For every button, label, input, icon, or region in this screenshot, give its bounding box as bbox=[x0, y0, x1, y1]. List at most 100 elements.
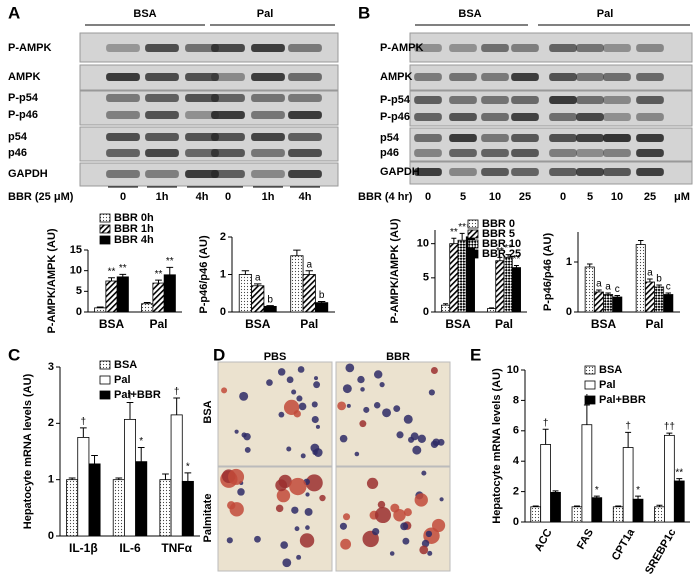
bar bbox=[263, 305, 277, 313]
error-bar bbox=[583, 404, 590, 425]
lipid-droplet bbox=[340, 538, 352, 550]
annotation: * bbox=[186, 462, 190, 473]
error-bar bbox=[489, 307, 495, 309]
blot-band bbox=[414, 149, 442, 157]
blot-band bbox=[449, 73, 477, 81]
nucleus bbox=[311, 401, 318, 408]
legend-label: BBR 25 bbox=[482, 248, 521, 260]
bar bbox=[66, 479, 79, 537]
nucleus bbox=[346, 403, 351, 408]
lipid-droplet bbox=[342, 513, 351, 521]
nucleus bbox=[266, 379, 273, 386]
bar bbox=[622, 447, 634, 523]
error-bar bbox=[542, 428, 549, 445]
legend-label: Pal bbox=[599, 379, 616, 391]
nucleus bbox=[421, 539, 430, 548]
bar bbox=[654, 286, 665, 313]
panel-label: B bbox=[358, 3, 370, 22]
bar bbox=[116, 276, 129, 313]
y-tick-label: 0 bbox=[76, 306, 82, 318]
blot-band bbox=[414, 44, 442, 52]
annotation: * bbox=[595, 485, 599, 496]
lipid-droplet bbox=[374, 506, 392, 524]
nucleus bbox=[244, 446, 251, 453]
nucleus bbox=[342, 384, 352, 394]
x-tick-label: FAS bbox=[575, 527, 596, 552]
nucleus bbox=[296, 554, 302, 560]
nucleus bbox=[402, 537, 410, 545]
y-tick-label: 0 bbox=[423, 306, 429, 318]
nucleus bbox=[393, 405, 401, 413]
error-bar bbox=[586, 263, 593, 267]
blot-band bbox=[576, 149, 604, 157]
annotation: † bbox=[174, 387, 180, 398]
nucleus bbox=[363, 406, 370, 413]
bar bbox=[495, 260, 505, 313]
y-tick-label: 5 bbox=[423, 272, 429, 284]
y-axis-label: P-p46/p46 (AU) bbox=[198, 235, 210, 314]
lane-label: 0 bbox=[120, 191, 126, 203]
blot-row-label: AMPK bbox=[380, 71, 412, 83]
blot-band bbox=[481, 134, 509, 142]
blot-band bbox=[288, 94, 322, 102]
y-tick-label: 3 bbox=[48, 361, 54, 373]
blot-band bbox=[603, 134, 631, 142]
panel-label: A bbox=[8, 3, 20, 22]
blot-band bbox=[288, 149, 322, 157]
lane-label: 4h bbox=[196, 191, 209, 203]
blot-group: BSA bbox=[458, 8, 481, 20]
lipid-droplet bbox=[366, 477, 379, 490]
lipid-droplet bbox=[431, 518, 446, 533]
error-bar bbox=[126, 401, 134, 420]
blot-band bbox=[145, 73, 179, 81]
blot-band bbox=[549, 44, 577, 52]
x-tick-label: BSA bbox=[591, 317, 617, 331]
error-bar bbox=[241, 270, 250, 275]
nucleus bbox=[297, 366, 305, 373]
blot-band bbox=[251, 44, 285, 52]
blot-band bbox=[414, 73, 442, 81]
blot-band bbox=[576, 113, 604, 121]
error-bar bbox=[665, 292, 672, 295]
blot-band bbox=[636, 149, 664, 157]
lipid-droplet bbox=[227, 501, 236, 510]
error-bar bbox=[505, 254, 511, 258]
blot-treatment: BBR (25 μM) bbox=[8, 191, 74, 203]
blot-band bbox=[449, 113, 477, 121]
annotation: ** bbox=[155, 269, 163, 280]
y-tick-label: 5 bbox=[76, 285, 82, 297]
nucleus bbox=[278, 411, 285, 418]
bar bbox=[181, 480, 194, 537]
annotation: † bbox=[81, 416, 87, 427]
blot-band bbox=[185, 111, 219, 119]
blot-band bbox=[145, 94, 179, 102]
y-tick-label: 2 bbox=[220, 231, 226, 243]
blot-band bbox=[636, 73, 664, 81]
x-tick-label: SREBP1c bbox=[643, 527, 678, 576]
blot-band bbox=[251, 94, 285, 102]
nucleus bbox=[304, 507, 313, 516]
legend-label: BBR 5 bbox=[482, 228, 515, 240]
nucleus bbox=[291, 506, 299, 514]
lipid-droplet bbox=[221, 387, 228, 394]
blot-band bbox=[211, 149, 245, 157]
blot-band bbox=[288, 170, 322, 178]
blot-band bbox=[511, 96, 539, 104]
panel-label: C bbox=[8, 345, 20, 364]
y-axis-label: Hepatocyte mRNA levels (AU) bbox=[491, 368, 503, 524]
blot-row-label: P-p46 bbox=[8, 109, 38, 121]
error-bar bbox=[656, 284, 662, 287]
error-bar bbox=[615, 505, 622, 507]
error-bar bbox=[143, 301, 151, 304]
lane-label: 25 bbox=[644, 191, 656, 203]
lane-label: 1h bbox=[262, 191, 275, 203]
bar bbox=[540, 444, 551, 523]
x-tick-label: IL-6 bbox=[119, 541, 141, 555]
histology-row: Palmitate bbox=[202, 494, 214, 543]
nucleus bbox=[298, 402, 307, 411]
bar bbox=[302, 274, 316, 313]
blot-band bbox=[549, 149, 577, 157]
bar bbox=[449, 243, 459, 313]
nucleus bbox=[311, 415, 319, 424]
